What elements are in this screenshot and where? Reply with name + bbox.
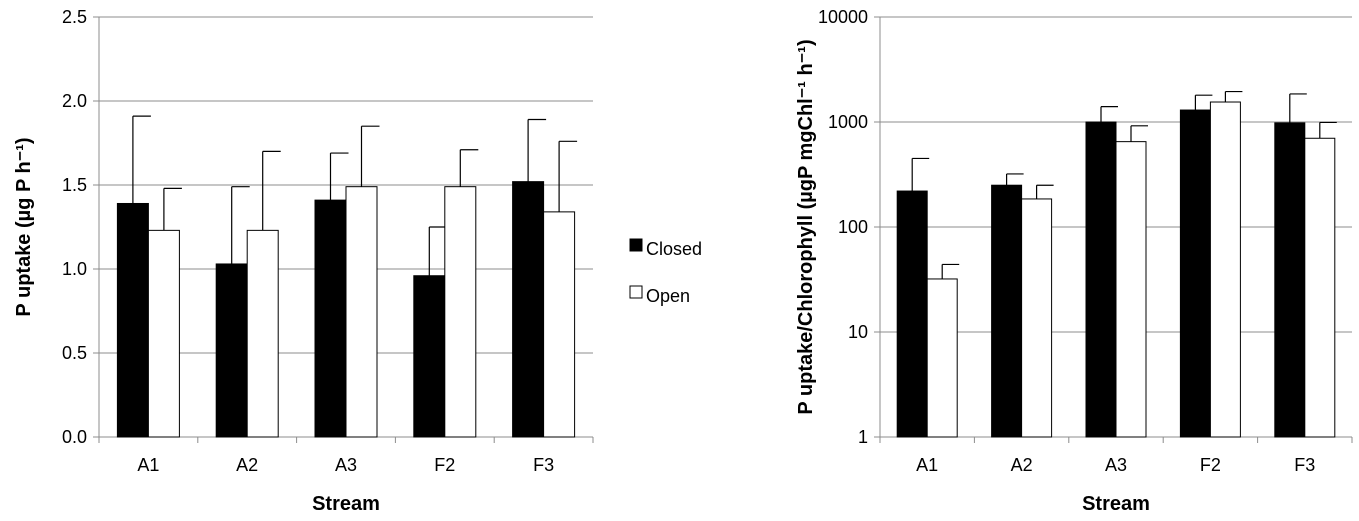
x-tick-label: F2	[1200, 455, 1221, 475]
x-tick-label: A2	[236, 455, 258, 475]
x-tick-label: F3	[533, 455, 554, 475]
y-tick-label: 1.5	[62, 175, 87, 195]
x-tick-label: A3	[335, 455, 357, 475]
legend: Closed Open	[630, 239, 702, 306]
legend-label-closed: Closed	[646, 239, 702, 259]
y-tick-label: 1	[858, 427, 868, 447]
bar-open	[346, 187, 377, 437]
bar-closed	[117, 203, 148, 437]
bar-open	[927, 279, 957, 437]
legend-swatch-open	[630, 286, 642, 298]
x-axis-title: Stream	[1082, 493, 1150, 515]
bar-closed	[216, 264, 247, 437]
chart-p-uptake: 0.0 0.5 1.0 1.5 2.0 2.5 A1 A2 A3 F2 F3 Stream P upta…	[13, 7, 593, 515]
legend-swatch-closed	[630, 239, 642, 251]
y-tick-label: 10	[848, 322, 868, 342]
bar-closed	[513, 182, 544, 437]
y-tick-label: 10000	[818, 7, 868, 27]
y-tick-label: 0.0	[62, 427, 87, 447]
x-axis-title: Stream	[312, 493, 380, 515]
x-tick-label: F3	[1294, 455, 1315, 475]
bar-closed	[414, 276, 445, 437]
bar-open	[544, 212, 575, 437]
x-tick-label: A2	[1011, 455, 1033, 475]
x-tick-label: F2	[434, 455, 455, 475]
bar-open	[1305, 138, 1335, 437]
bar-open	[1022, 199, 1052, 437]
y-tick-label: 100	[838, 217, 868, 237]
legend-label-open: Open	[646, 286, 690, 306]
bar-closed	[1275, 123, 1305, 437]
y-tick-label: 1.0	[62, 259, 87, 279]
bar-open	[1210, 102, 1240, 437]
bar-open	[247, 230, 278, 437]
bar-closed	[897, 191, 927, 437]
y-tick-label: 1000	[828, 112, 868, 132]
bar-closed	[1086, 122, 1116, 437]
bar-open	[445, 187, 476, 437]
bar-open	[1116, 142, 1146, 437]
bar-closed	[1180, 110, 1210, 437]
x-tick-label: A1	[916, 455, 938, 475]
x-tick-label: A1	[137, 455, 159, 475]
y-axis-title: P uptake (µg P h⁻¹)	[13, 137, 35, 316]
bar-open	[148, 230, 179, 437]
bar-closed	[315, 200, 346, 437]
y-tick-label: 2.5	[62, 7, 87, 27]
chart-p-uptake-per-chlorophyll: 1 10 100 1000 10000 A1 A2 A3 F2 F3 Stream P uptake/…	[795, 7, 1352, 515]
y-axis-title: P uptake/Chlorophyll (µgP mgChl⁻¹ h⁻¹)	[795, 39, 817, 414]
x-tick-label: A3	[1105, 455, 1127, 475]
y-tick-label: 2.0	[62, 91, 87, 111]
bar-closed	[992, 185, 1022, 437]
y-tick-label: 0.5	[62, 343, 87, 363]
